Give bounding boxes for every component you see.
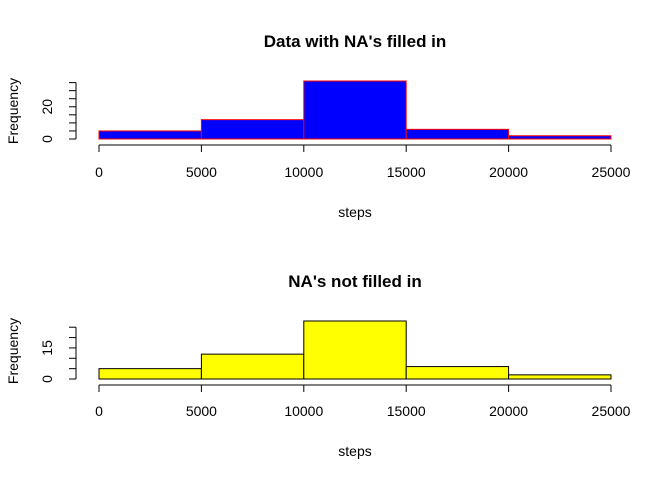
histogram-panel-unfilled: NA's not filled in steps Frequency 0 5000…: [5, 272, 631, 459]
x-tick-label: 10000: [284, 164, 323, 180]
x-tick-label: 15000: [387, 164, 426, 180]
bars: [98, 320, 612, 380]
x-tick-label: 10000: [284, 403, 323, 419]
x-axis: 0 5000 10000 15000 20000 25000: [95, 144, 631, 180]
x-axis-label: steps: [338, 204, 371, 220]
x-tick-label: 5000: [186, 164, 217, 180]
chart-title: NA's not filled in: [288, 272, 421, 291]
histogram-bar: [508, 135, 612, 140]
histogram-bar: [405, 128, 510, 140]
histogram-bar: [200, 353, 305, 380]
histogram-bar: [200, 119, 305, 140]
x-axis-label: steps: [338, 443, 371, 459]
y-axis-label: Frequency: [5, 78, 21, 144]
x-tick-label: 20000: [489, 164, 528, 180]
y-tick-label: 15: [39, 340, 55, 356]
x-tick-label: 5000: [186, 403, 217, 419]
y-axis-label: Frequency: [5, 318, 21, 384]
histogram-bar: [303, 320, 407, 380]
chart-title: Data with NA's filled in: [264, 32, 447, 51]
x-tick-label: 0: [95, 164, 103, 180]
y-tick-label: 0: [39, 135, 55, 143]
histogram-bar: [405, 366, 510, 380]
x-tick-label: 25000: [592, 403, 631, 419]
x-tick-label: 15000: [387, 403, 426, 419]
histogram-bar: [98, 130, 202, 140]
histogram-panel-filled: Data with NA's filled in steps Frequency…: [5, 32, 631, 220]
y-tick-label: 0: [39, 375, 55, 383]
x-tick-label: 25000: [592, 164, 631, 180]
histogram-bar: [508, 374, 612, 380]
histogram-bar: [303, 80, 407, 140]
y-axis: 0 20: [39, 82, 77, 143]
y-tick-label: 20: [39, 99, 55, 115]
y-axis: 0 15: [39, 326, 77, 383]
bars: [98, 80, 612, 140]
x-axis: 0 5000 10000 15000 20000 25000: [95, 384, 631, 419]
x-tick-label: 0: [95, 403, 103, 419]
histogram-bar: [98, 368, 202, 380]
x-tick-label: 20000: [489, 403, 528, 419]
